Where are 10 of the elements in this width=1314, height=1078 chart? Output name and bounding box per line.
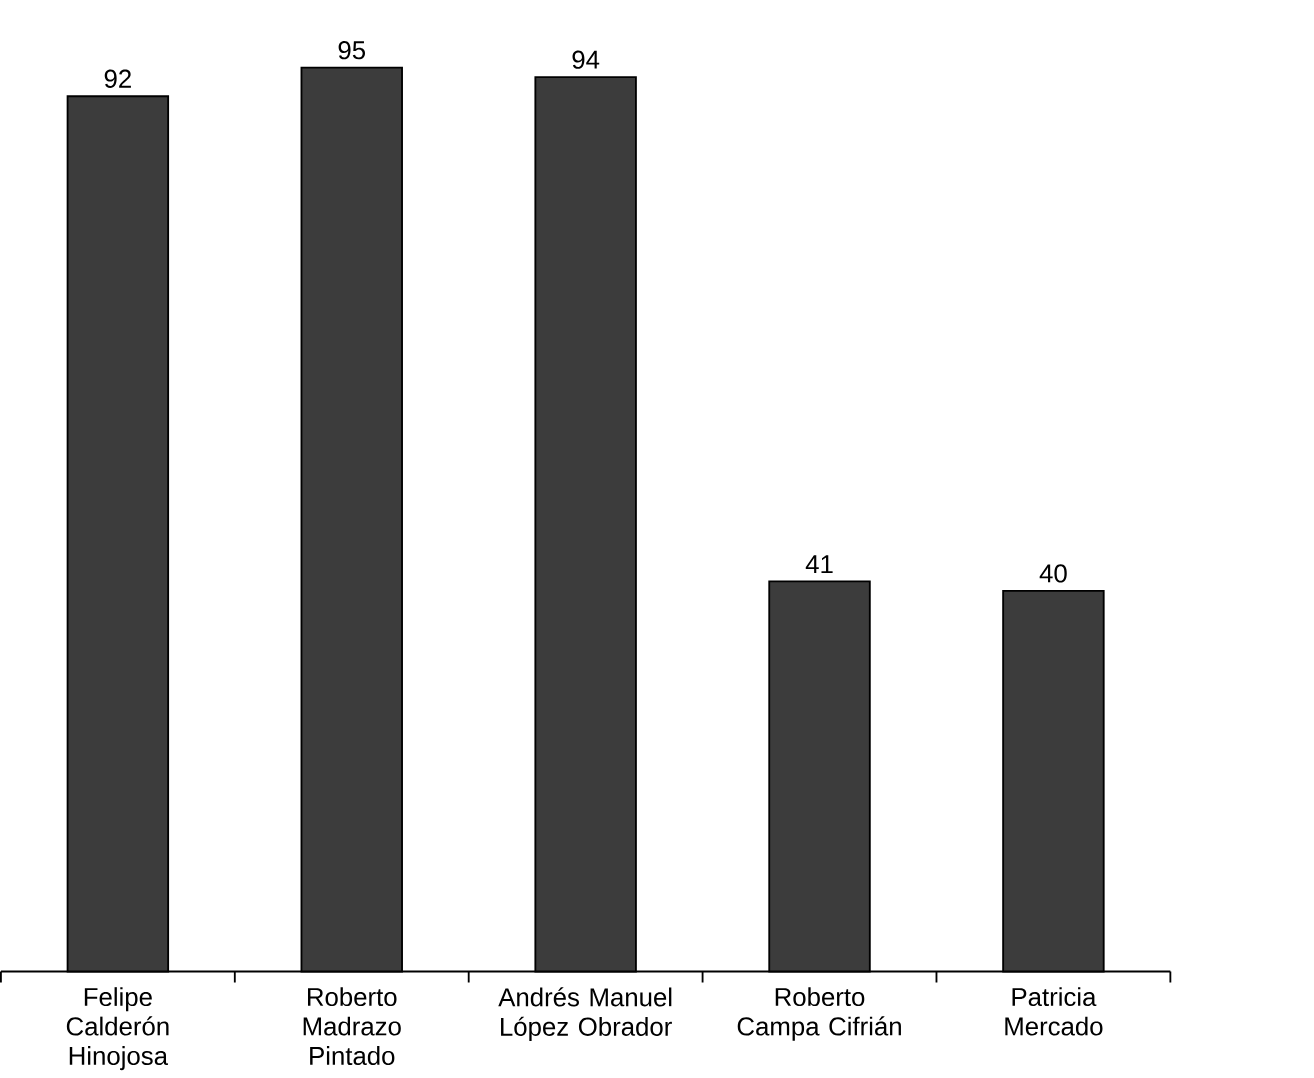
data-label: 41 (805, 555, 833, 573)
data-label: 94 (572, 50, 600, 69)
data-label: 40 (1039, 564, 1067, 583)
x-tick-label: Felipe Calderón Hinojosa (66, 987, 169, 1071)
data-label: 95 (338, 41, 366, 60)
x-tick-label: Andrés Manuel López Obrador (498, 987, 672, 1041)
x-tick-label: Patricia Mercado (1005, 987, 1103, 1036)
data-label: 92 (104, 69, 131, 88)
x-tick-label: Roberto Campa Cifrián (737, 987, 901, 1041)
x-tick-label: Roberto Madrazo Pintado (303, 987, 401, 1065)
